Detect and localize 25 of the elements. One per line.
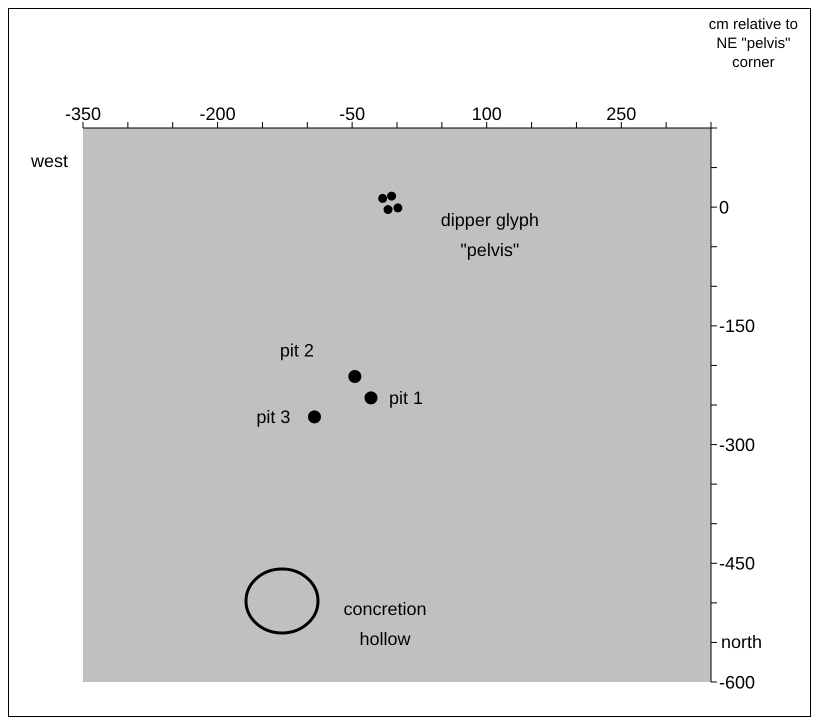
y-tick-label: 0 [719, 198, 730, 218]
annotation: pit 3 [256, 406, 290, 427]
text: north [721, 632, 762, 653]
annotation: dipper glyph "pelvis" [440, 210, 539, 260]
y-tick-label: -450 [719, 554, 756, 574]
point [348, 370, 362, 384]
x-tick-label: -50 [339, 104, 366, 124]
point [308, 410, 321, 424]
point [387, 192, 396, 201]
x-axis-title: cm relative to NE "pelvis" corner [708, 15, 798, 72]
point [384, 205, 393, 214]
x-tick-label: -350 [64, 104, 102, 124]
y-tick-label: -600 [719, 672, 756, 692]
point [378, 194, 388, 203]
text: west [31, 151, 68, 172]
annotation: pit 2 [280, 340, 314, 361]
annotation: pit 1 [388, 388, 424, 408]
point [364, 391, 378, 404]
x-tick-label: 250 [606, 104, 636, 124]
y-tick-label: -150 [719, 316, 756, 336]
x-tick-label: 100 [472, 104, 502, 124]
y-tick-label: -300 [719, 434, 756, 455]
point [393, 203, 402, 212]
annotation: concretion hollow [342, 598, 428, 651]
x-tick-label: -200 [200, 104, 236, 124]
